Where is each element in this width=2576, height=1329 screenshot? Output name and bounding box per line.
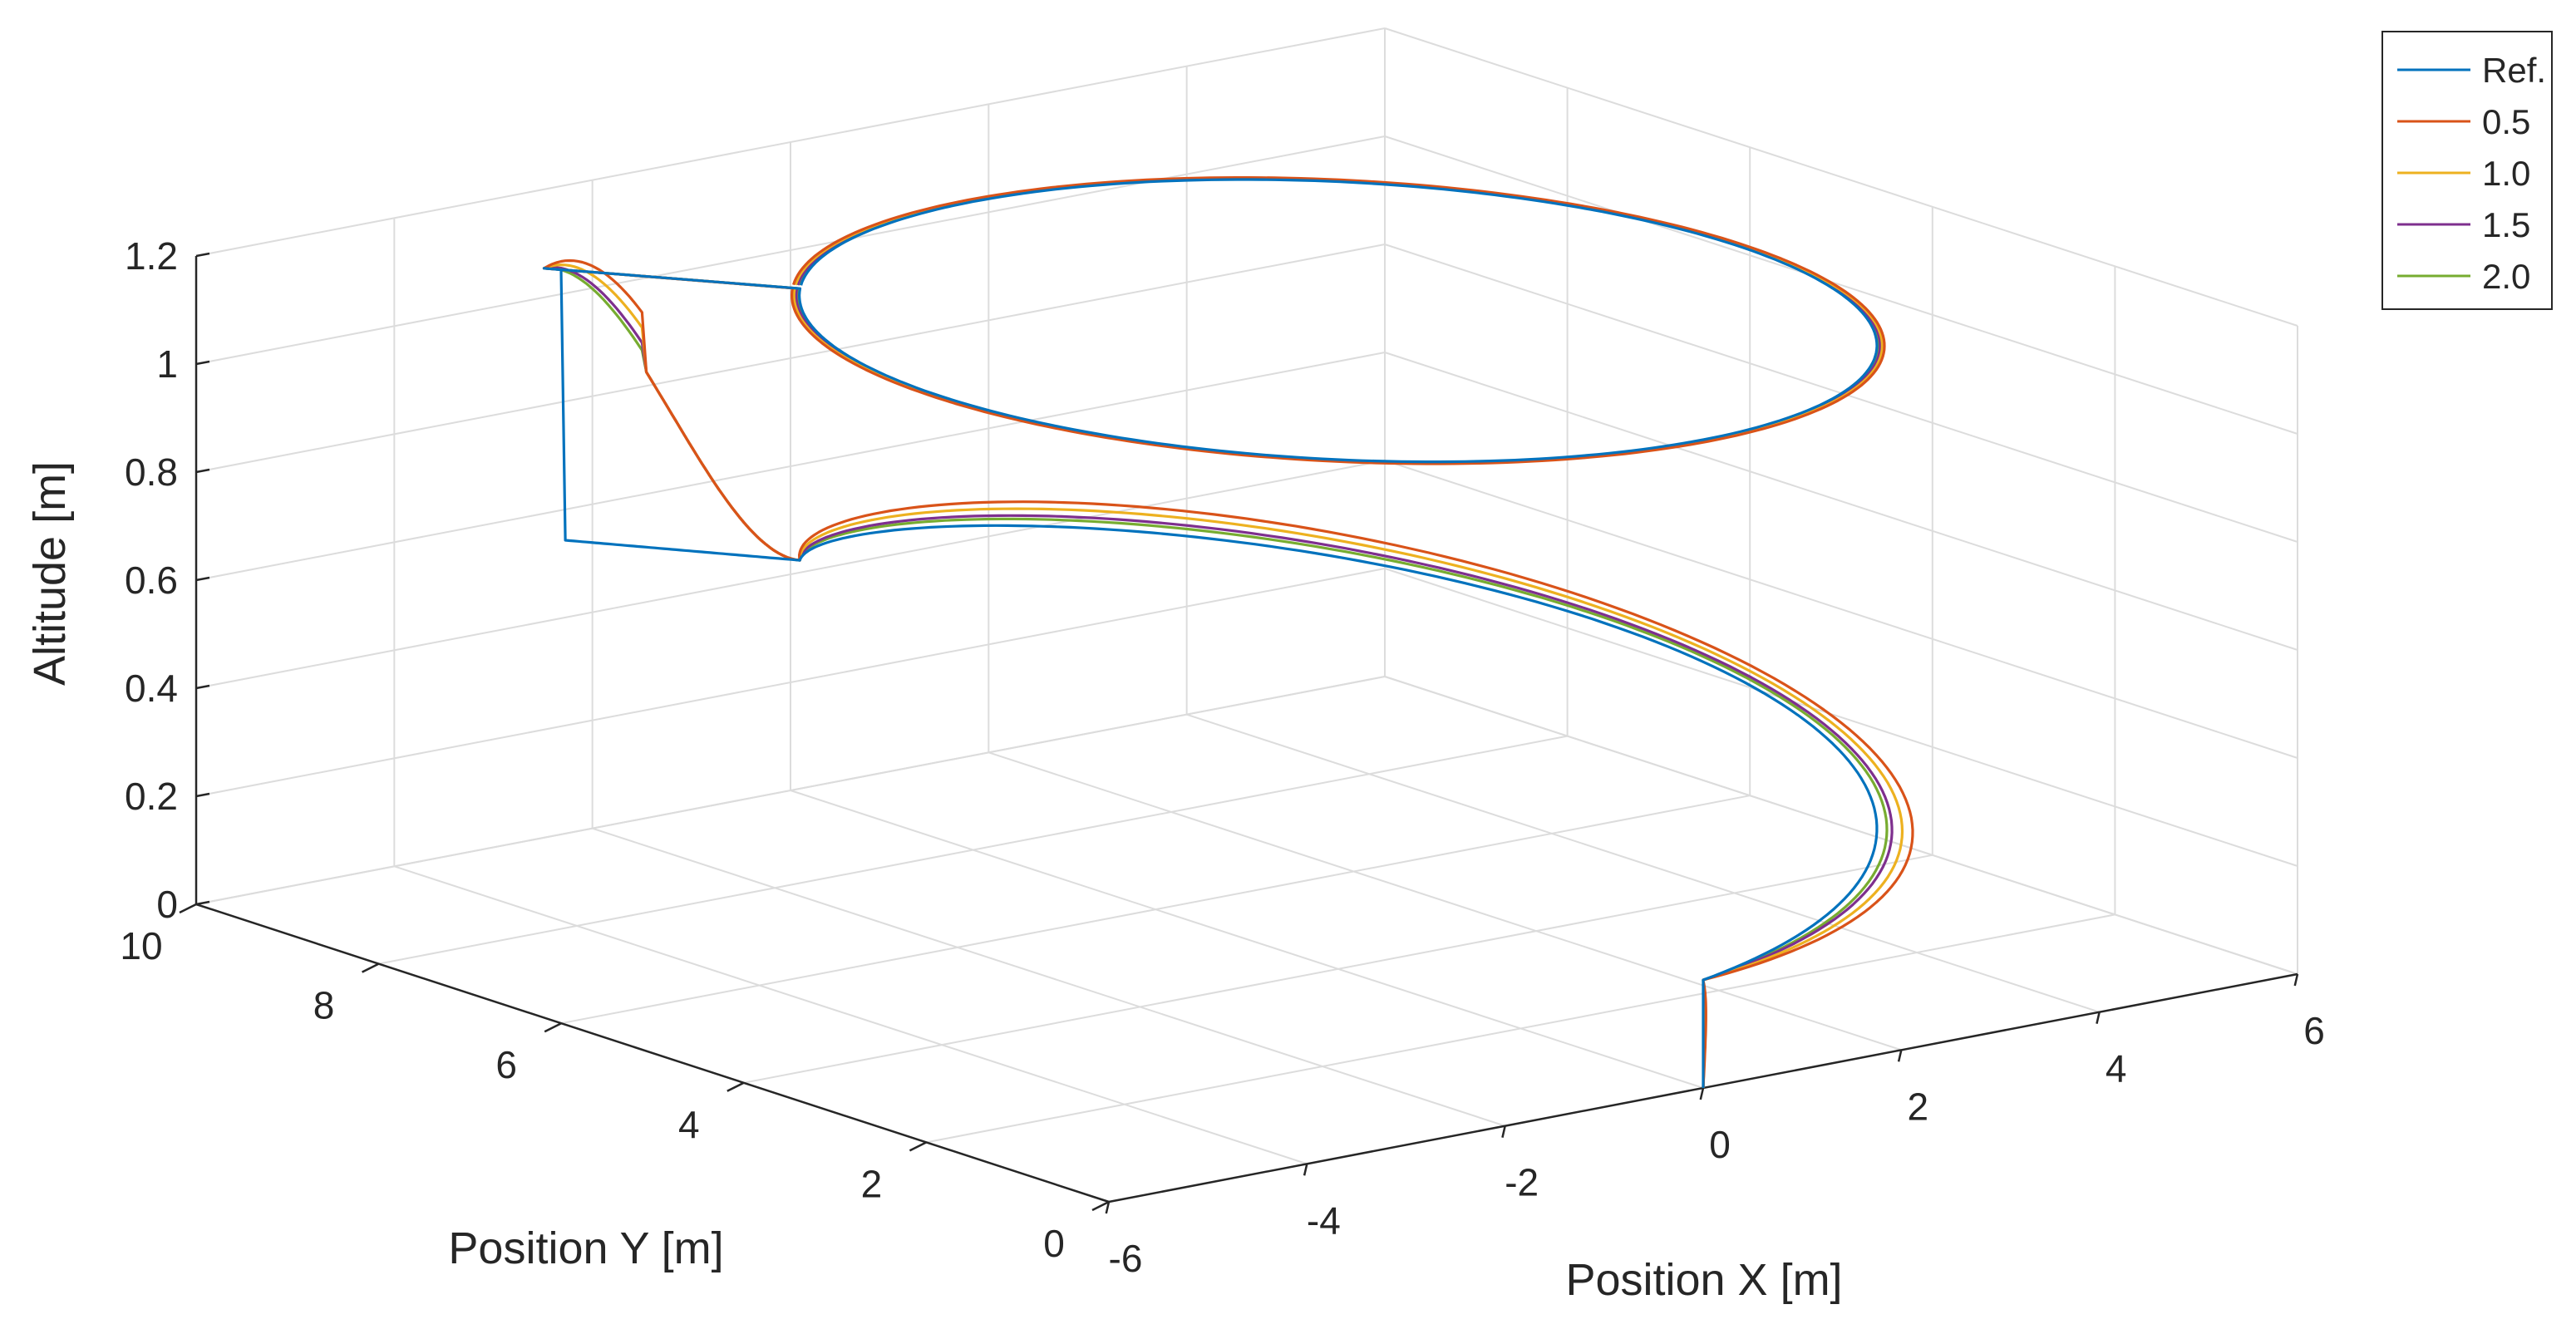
x-tick-label: 4	[2106, 1047, 2127, 1090]
series-line-ref-	[542, 178, 1879, 1088]
y-tick-label: 8	[313, 984, 335, 1027]
z-tick-mark	[195, 252, 210, 258]
side-wall-grid-line	[1384, 27, 2298, 327]
z-tick-mark	[195, 900, 210, 906]
legend-label: 2.0	[2482, 257, 2530, 296]
series-line-0-5	[542, 176, 1914, 1089]
x-tick-mark	[1897, 1050, 1903, 1062]
z-axis-label: Altitude [m]	[25, 461, 75, 686]
side-wall-grid-line	[1384, 352, 2298, 651]
x-tick-label: 0	[1709, 1123, 1731, 1166]
legend-label: Ref.	[2482, 51, 2546, 90]
x-tick-mark	[1303, 1164, 1308, 1176]
y-tick-label: 0	[1043, 1222, 1065, 1265]
series-lines	[542, 176, 1914, 1089]
z-tick-mark	[195, 792, 210, 798]
y-tick-mark	[727, 1081, 745, 1092]
y-tick-mark	[362, 962, 380, 973]
legend-label: 1.5	[2482, 205, 2530, 244]
floor-grid-line	[1186, 713, 2100, 1013]
legend: Ref. 0.5 1.0 1.5 2.0	[2381, 31, 2553, 310]
back-wall-grid-line	[195, 460, 1386, 689]
floor-grid-line	[378, 735, 1568, 965]
x-tick-label: -2	[1505, 1161, 1539, 1204]
floor-grid-line	[926, 913, 2115, 1144]
floor-grid-line	[988, 751, 1902, 1051]
y-tick-mark	[1091, 1200, 1110, 1212]
z-tick-mark	[195, 360, 210, 366]
floor-grid-line	[743, 854, 1933, 1084]
legend-box	[2381, 31, 2553, 310]
y-axis-line	[195, 903, 1110, 1203]
x-axis-label: Position X [m]	[1565, 1255, 1842, 1305]
legend-label: 0.5	[2482, 102, 2530, 141]
x-tick-mark	[2096, 1012, 2101, 1024]
z-tick-mark	[195, 576, 210, 582]
series-line-1-0	[542, 176, 1904, 1089]
back-wall-grid-line	[195, 244, 1386, 473]
x-tick-label: -4	[1307, 1199, 1341, 1242]
side-wall-grid-line	[1384, 135, 2298, 435]
y-tick-label: 10	[120, 924, 162, 967]
back-wall-grid-line	[195, 135, 1386, 365]
x-tick-mark	[1699, 1087, 1705, 1100]
x-tick-mark	[2293, 973, 2299, 987]
y-tick-label: 4	[678, 1103, 700, 1146]
grid-lines	[195, 27, 2298, 1203]
back-wall-grid-line	[195, 676, 1386, 905]
floor-grid-line	[561, 795, 1751, 1025]
floor-grid-line	[592, 827, 1505, 1127]
z-tick-label: 0.8	[125, 450, 178, 494]
z-tick-label: 1	[156, 342, 178, 386]
x-tick-label: 6	[2303, 1009, 2325, 1052]
legend-label: 1.0	[2482, 154, 2530, 193]
side-wall-grid-line	[1384, 676, 2298, 975]
z-tick-label: 0.2	[125, 775, 178, 818]
z-tick-label: 0.4	[125, 667, 178, 710]
z-tick-mark	[195, 468, 210, 474]
x-tick-mark	[1105, 1201, 1111, 1214]
y-tick-label: 6	[495, 1043, 517, 1086]
x-tick-mark	[1501, 1125, 1506, 1138]
side-wall-grid-line	[1384, 460, 2298, 759]
y-tick-mark	[179, 903, 197, 914]
back-wall-grid-line	[195, 568, 1386, 797]
series-line-1-5	[542, 177, 1894, 1089]
back-wall-grid-line	[195, 352, 1386, 581]
z-tick-mark	[195, 684, 210, 690]
y-tick-mark	[909, 1141, 927, 1152]
x-tick-label: -6	[1109, 1237, 1143, 1280]
y-tick-label: 2	[861, 1162, 883, 1205]
side-wall-grid-line	[1384, 568, 2298, 867]
floor-grid-line	[790, 790, 1704, 1089]
z-tick-label: 1.2	[125, 234, 178, 278]
y-axis-label: Position Y [m]	[448, 1223, 723, 1273]
y-tick-mark	[544, 1022, 562, 1033]
floor-grid-line	[394, 865, 1308, 1165]
series-line-2-0	[542, 177, 1889, 1089]
z-tick-label: 0	[156, 883, 178, 926]
x-tick-label: 2	[1908, 1085, 1929, 1128]
back-wall-grid-line	[195, 27, 1386, 257]
z-tick-label: 0.6	[125, 559, 178, 602]
